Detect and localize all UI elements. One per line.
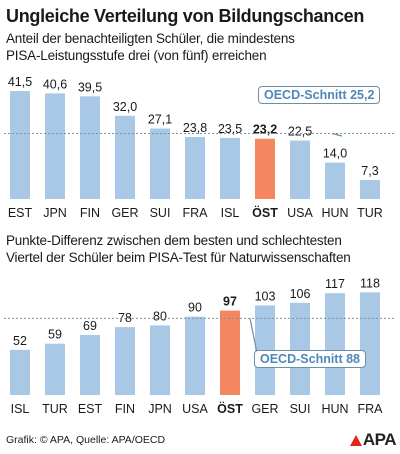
chart2-bar-hun [325, 293, 345, 395]
chart2-category-label: HUN [321, 402, 348, 416]
chart2-category-label: TUR [42, 402, 68, 416]
chart1-bar-hun [325, 162, 345, 199]
chart2-bar-öst [220, 310, 240, 395]
apa-logo-text: APA [362, 430, 397, 449]
chart2-subtitle-line2: Viertel der Schüler beim PISA-Test für N… [6, 250, 351, 265]
chart1-bar-fin [80, 96, 100, 199]
chart1-bar-usa [290, 140, 310, 199]
chart1-bar-tur [360, 180, 380, 199]
chart2-category-label: GER [251, 402, 278, 416]
chart1-category-label: HUN [321, 206, 348, 220]
chart2-category-label: SUI [290, 402, 311, 416]
chart2-category-label: ÖST [217, 401, 243, 416]
chart1-value-label: 32,0 [113, 100, 137, 114]
chart1-value-label: 27,1 [148, 113, 172, 127]
chart2-bar-sui [290, 302, 310, 395]
chart1-average-pointer [331, 132, 343, 137]
chart2-value-label: 52 [13, 334, 27, 348]
chart1-value-label: 40,6 [43, 77, 67, 91]
chart2-value-label: 97 [223, 295, 237, 309]
chart1-bar-sui [150, 128, 170, 199]
chart1-category-label: TUR [357, 206, 383, 220]
chart1-category-label: FIN [80, 206, 100, 220]
chart2-value-label: 117 [325, 277, 345, 291]
chart1-value-label: 23,5 [218, 122, 242, 136]
chart2-bar-isl [10, 349, 30, 395]
chart1-subtitle: Anteil der benachteiligten Schüler, die … [6, 30, 295, 64]
chart1-value-label: 22,5 [288, 125, 312, 139]
chart1-value-label: 39,5 [78, 80, 102, 94]
chart1-bar-ger [115, 115, 135, 199]
chart1-category-label: FRA [183, 206, 209, 220]
chart1-category-label: ÖST [252, 205, 278, 220]
chart1-bar-isl [220, 137, 240, 199]
chart2-bar-tur [45, 343, 65, 395]
chart2-bar-fra [360, 292, 380, 395]
chart2-bar-fin [115, 327, 135, 395]
chart2-subtitle-line1: Punkte-Differenz zwischen dem besten und… [6, 233, 342, 248]
chart2-value-label: 103 [255, 289, 276, 303]
chart1-category-label: USA [287, 206, 313, 220]
chart2-bar-est [80, 335, 100, 395]
chart1-bar-est [10, 91, 30, 199]
chart1-value-label: 7,3 [361, 164, 378, 178]
chart1-subtitle-line1: Anteil der benachteiligten Schüler, die … [6, 31, 295, 46]
chart1-category-label: GER [111, 206, 138, 220]
chart2-subtitle: Punkte-Differenz zwischen dem besten und… [6, 232, 351, 266]
apa-logo: APA [349, 430, 397, 450]
chart1-value-label: 14,0 [323, 147, 347, 161]
chart2-value-label: 106 [290, 287, 311, 301]
chart1-average-label: OECD-Schnitt 25,2 [258, 86, 381, 104]
chart1-category-label: ISL [221, 206, 240, 220]
chart1-bar-jpn [45, 93, 65, 199]
chart2-category-label: USA [182, 402, 208, 416]
chart2-value-label: 90 [188, 301, 202, 315]
apa-logo-icon [349, 435, 362, 446]
chart1-subtitle-line2: PISA-Leistungsstufe drei (von fünf) erre… [6, 48, 267, 63]
chart2-category-label: JPN [148, 402, 172, 416]
source-credit: Grafik: © APA, Quelle: APA/OECD [6, 434, 166, 446]
chart2-category-label: EST [78, 402, 103, 416]
chart2-bar-jpn [150, 325, 170, 395]
chart2-bar-usa [185, 316, 205, 395]
chart2-category-label: FIN [115, 402, 135, 416]
chart1-category-label: JPN [43, 206, 67, 220]
chart2-category-label: FRA [358, 402, 384, 416]
chart2-value-label: 80 [153, 309, 167, 323]
chart1-value-label: 41,5 [8, 75, 32, 89]
chart1-value-label: 23,2 [253, 123, 277, 137]
chart1-bar-öst [255, 138, 275, 199]
chart2-value-label: 118 [360, 276, 380, 290]
chart2-average-label: OECD-Schnitt 88 [254, 350, 367, 368]
chart1-category-label: EST [8, 206, 33, 220]
chart2-value-label: 69 [83, 319, 97, 333]
chart1-value-label: 23,8 [183, 121, 207, 135]
page-title: Ungleiche Verteilung von Bildungschancen [6, 6, 365, 26]
chart2-category-label: ISL [11, 402, 30, 416]
chart2-value-label: 59 [48, 328, 62, 342]
chart1-bar-fra [185, 137, 205, 199]
chart1-category-label: SUI [150, 206, 171, 220]
